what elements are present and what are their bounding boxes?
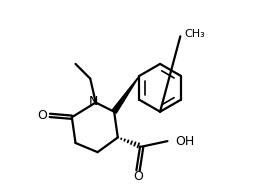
Text: CH₃: CH₃ <box>184 29 205 40</box>
Polygon shape <box>112 76 139 113</box>
Text: O: O <box>133 170 143 183</box>
Text: OH: OH <box>175 135 194 148</box>
Text: N: N <box>88 95 98 108</box>
Text: O: O <box>38 109 47 122</box>
